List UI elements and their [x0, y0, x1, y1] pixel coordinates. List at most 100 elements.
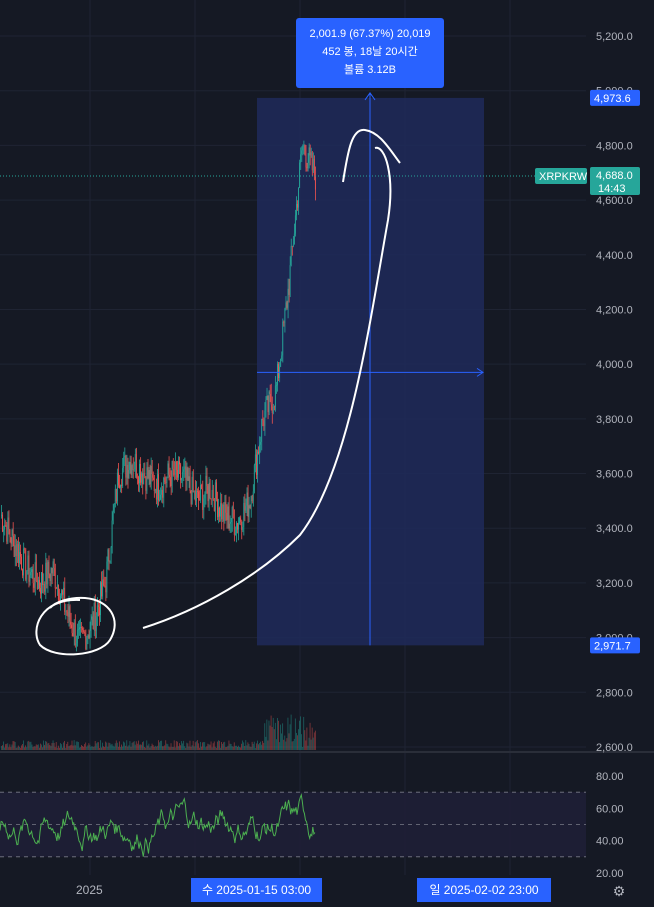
volume-bar — [200, 741, 201, 750]
volume-bar — [195, 741, 197, 750]
volume-bar — [127, 746, 129, 750]
candle-body — [1, 514, 2, 516]
volume-bar — [289, 724, 291, 750]
volume-bar — [91, 746, 93, 750]
volume-bar — [88, 743, 90, 750]
volume-bar — [76, 741, 78, 750]
volume-bar — [61, 744, 62, 750]
candle-body — [159, 499, 160, 501]
volume-bar — [175, 741, 177, 750]
candle-body — [228, 506, 230, 529]
candle-body — [311, 152, 313, 171]
candle-body — [73, 622, 75, 637]
volume-bar — [28, 740, 30, 750]
candle-body — [76, 629, 78, 644]
candle-body — [54, 568, 56, 589]
volume-bar — [142, 742, 143, 750]
rsi-tick-label: 60.00 — [596, 803, 624, 815]
volume-bar — [37, 744, 39, 750]
candle-body — [81, 627, 82, 628]
candle-body — [40, 588, 41, 594]
volume-bar — [302, 746, 304, 750]
candle-body — [32, 569, 34, 584]
candle-body — [301, 150, 303, 155]
volume-bar — [117, 746, 119, 750]
candle-body — [48, 561, 50, 575]
volume-bar — [137, 740, 139, 750]
volume-bar — [207, 743, 209, 750]
volume-bar — [165, 740, 167, 750]
volume-bar — [14, 741, 16, 750]
candle-body — [190, 490, 192, 505]
price-tick-label: 4,600.0 — [596, 195, 633, 207]
volume-bar — [253, 741, 255, 750]
volume-bar — [269, 725, 271, 750]
candle-body — [234, 532, 236, 535]
volume-bar — [303, 716, 305, 750]
volume-bar — [106, 742, 108, 750]
volume-bar — [202, 742, 203, 750]
candle-body — [33, 583, 35, 588]
volume-bar — [29, 742, 31, 750]
price-tick-label: 4,200.0 — [596, 304, 633, 316]
candle-body — [181, 478, 182, 481]
candle-body — [154, 489, 156, 491]
circle-annotation — [35, 596, 116, 656]
candle-body — [160, 494, 161, 500]
candle-body — [108, 549, 110, 562]
candle-body — [136, 476, 138, 478]
candle-body — [210, 498, 212, 500]
volume-bar — [119, 741, 120, 750]
volume-bar — [44, 744, 45, 750]
candle-body — [313, 159, 315, 176]
candle-body — [11, 529, 13, 544]
volume-bar — [198, 743, 199, 750]
volume-bar — [102, 742, 103, 750]
candle-body — [89, 630, 91, 639]
volume-bar — [308, 737, 310, 750]
candle-body — [90, 619, 92, 631]
candle-body — [168, 463, 170, 475]
candle-body — [307, 162, 309, 169]
candle-body — [142, 473, 143, 485]
volume-bar — [249, 746, 251, 750]
candle-body — [186, 467, 188, 481]
gear-icon[interactable]: ⚙ — [612, 883, 626, 899]
candle-body — [30, 572, 32, 576]
volume-bar — [267, 740, 269, 750]
range-start-label: 수 2025-01-15 03:00 — [191, 878, 322, 902]
volume-bar — [84, 744, 86, 750]
candle-body — [36, 581, 38, 590]
candle-body — [242, 527, 244, 530]
volume-bar — [18, 746, 20, 750]
volume-bar — [85, 742, 87, 750]
volume-bar — [112, 745, 114, 750]
volume-bar — [15, 747, 17, 750]
candle-body — [312, 159, 314, 171]
candle-body — [271, 404, 273, 414]
volume-bar — [212, 743, 214, 750]
candle-body — [37, 579, 39, 590]
candle-body — [12, 529, 14, 536]
volume-bar — [213, 741, 215, 750]
candle-body — [194, 490, 196, 502]
candle-body — [251, 495, 253, 502]
volume-bar — [261, 744, 262, 750]
candle-body — [238, 522, 239, 530]
candle-body — [110, 547, 112, 561]
candle-body — [158, 474, 159, 501]
volume-bar — [272, 717, 274, 750]
candle-body — [38, 579, 40, 589]
candle-body — [232, 507, 234, 519]
volume-bar — [144, 747, 146, 750]
candle-body — [252, 491, 254, 502]
candle-body — [128, 469, 130, 479]
volume-bar — [43, 740, 44, 750]
volume-bar — [151, 743, 153, 750]
candle-body — [152, 474, 154, 478]
candle-body — [205, 475, 207, 495]
candle-body — [218, 507, 219, 518]
volume-bar — [258, 744, 259, 750]
volume-bar — [105, 741, 107, 750]
